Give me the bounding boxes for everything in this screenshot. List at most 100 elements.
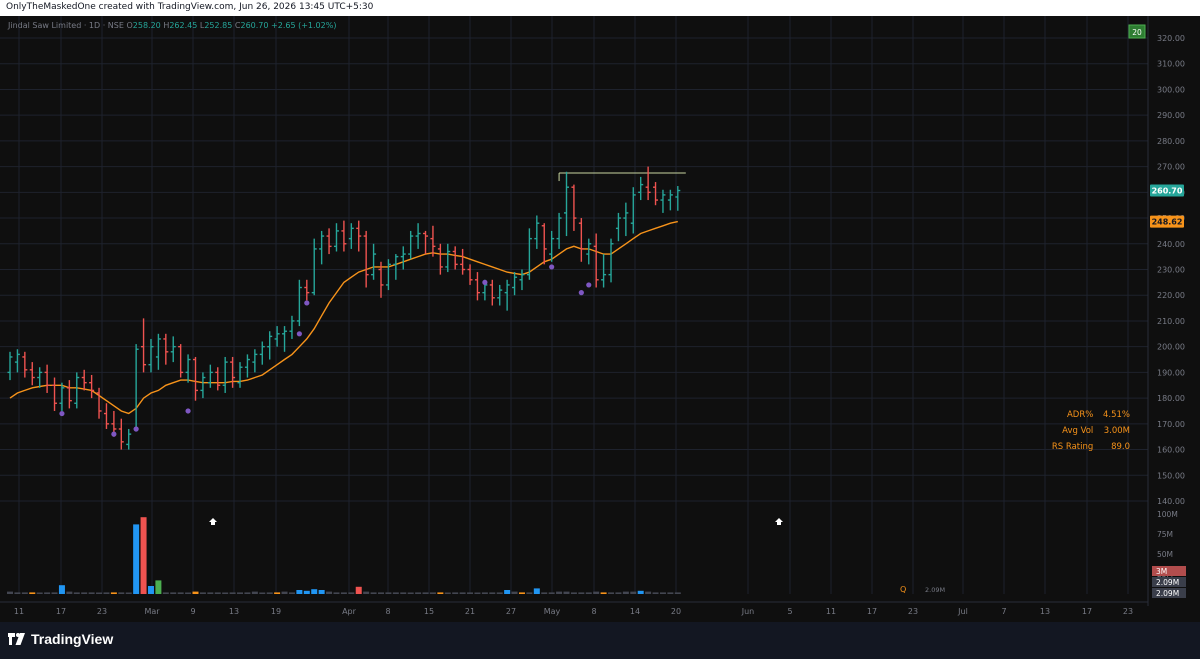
volume-value-label: 2.09M — [925, 586, 945, 594]
x-tick-label: 27 — [506, 607, 516, 616]
volume-bar — [214, 592, 221, 594]
volume-bar — [511, 591, 518, 594]
volume-bar — [622, 591, 629, 594]
ohlc-bar — [571, 184, 577, 231]
avgvol-row: Avg Vol 3.00M — [1052, 423, 1130, 439]
x-tick-label: Jun — [741, 607, 755, 616]
ohlc-bar — [504, 279, 510, 311]
volume-bar — [659, 592, 666, 594]
volume-bar — [667, 592, 674, 594]
volume-bar — [489, 592, 496, 594]
volume-bar — [192, 591, 199, 594]
x-tick-label: 11 — [826, 607, 836, 616]
volume-bar — [518, 592, 525, 594]
last-price-tag: 260.70 — [1152, 187, 1183, 196]
volume-bar — [140, 517, 147, 594]
ohlc-bar — [578, 218, 584, 262]
ohlc-bar — [460, 248, 466, 275]
attribution-bar: OnlyTheMaskedOne created with TradingVie… — [0, 0, 1200, 16]
volume-bar — [556, 591, 563, 594]
ohlc-bar — [519, 269, 525, 291]
x-tick-label: 5 — [787, 607, 792, 616]
ohlc-bar — [653, 182, 659, 206]
price-chart[interactable]: 320.00 310.00 300.00 290.00 280.00 270.00 260.… — [0, 16, 1200, 622]
volume-bar — [274, 592, 281, 594]
ohlc-bar — [207, 364, 213, 388]
volume-bar — [51, 592, 58, 594]
ohlc-bar — [274, 326, 280, 347]
signal-dot — [578, 290, 584, 296]
tradingview-logo-text: TradingView — [31, 631, 114, 647]
volume-bar — [541, 592, 548, 594]
ohlc-bar — [333, 223, 339, 252]
volume-bar — [66, 591, 73, 594]
ohlc-bar — [393, 254, 399, 280]
volume-tick-label: 50M — [1157, 550, 1173, 559]
ohlc-bar — [608, 238, 614, 283]
rs-row: RS Rating 89.0 — [1052, 439, 1130, 455]
ohlc-bar — [371, 243, 377, 280]
volume-tag-a: 2.09M — [1156, 578, 1179, 587]
y-tick-label: 220.00 — [1157, 291, 1185, 300]
ohlc-bar — [148, 338, 154, 373]
ohlc-bar — [155, 333, 161, 370]
ohlc-bar — [7, 351, 13, 381]
volume-bar — [363, 591, 370, 594]
volume-bar — [378, 592, 384, 594]
low-value: 252.85 — [204, 21, 233, 30]
ohlc-bar — [178, 344, 184, 378]
ohlc-bar — [66, 380, 72, 409]
x-tick-label: 14 — [630, 607, 640, 616]
volume-bar — [21, 592, 28, 594]
adr-value: 4.51% — [1102, 410, 1130, 420]
grid — [0, 37, 1148, 502]
volume-bar — [496, 592, 503, 594]
volume-bar — [199, 592, 206, 594]
ohlc-bar — [296, 279, 302, 327]
signal-dot — [304, 300, 310, 306]
volume-bar — [133, 524, 140, 594]
ohlc-bar — [215, 367, 221, 391]
volume-bar — [355, 586, 362, 594]
ohlc-bar — [467, 264, 473, 285]
volume-tick-label: 75M — [1157, 530, 1173, 539]
ohlc-bar — [356, 220, 362, 252]
y-tick-label: 280.00 — [1157, 137, 1185, 146]
ohlc-bar — [52, 377, 58, 411]
volume-bar — [14, 592, 21, 594]
volume-bar — [652, 592, 659, 594]
adr-row: ADR% 4.51% — [1052, 407, 1130, 423]
signal-dot — [133, 426, 139, 432]
x-tick-label: 17 — [867, 607, 877, 616]
volume-bar — [110, 592, 117, 594]
ohlc-bar — [675, 186, 681, 211]
volume-bar — [88, 592, 95, 594]
volume-bar — [400, 592, 407, 594]
ohlc-bar — [363, 230, 369, 288]
volume-bar — [73, 592, 80, 594]
volume-bar — [415, 592, 422, 594]
ohlc-bar — [230, 356, 236, 388]
ohlc-bar — [311, 238, 317, 296]
x-tick-label: 13 — [1040, 607, 1050, 616]
volume-bar — [630, 591, 637, 594]
volume-arrow-icon — [775, 518, 783, 525]
signal-dot — [59, 410, 65, 417]
ohlc-bar — [593, 233, 599, 288]
signal-dot — [586, 282, 592, 288]
volume-bar — [578, 592, 585, 594]
y-tick-label: 300.00 — [1157, 85, 1185, 94]
volume-bar — [385, 592, 392, 594]
y-tick-label: 200.00 — [1157, 343, 1185, 352]
ohlc-bar — [163, 333, 169, 365]
chart-area[interactable]: 320.00 310.00 300.00 290.00 280.00 270.00 260.… — [0, 16, 1200, 623]
stats-table: ADR% 4.51% Avg Vol 3.00M RS Rating 89.0 — [1052, 407, 1130, 455]
volume-bar — [452, 592, 459, 594]
volume-bar — [407, 592, 414, 594]
signal-dot — [296, 331, 302, 337]
ohlc-bar — [378, 261, 384, 298]
ohlc-bar — [452, 246, 458, 270]
moving-average-line — [9, 220, 678, 415]
y-tick-label: 150.00 — [1157, 471, 1185, 480]
tradingview-logo[interactable]: TradingView — [8, 631, 113, 647]
